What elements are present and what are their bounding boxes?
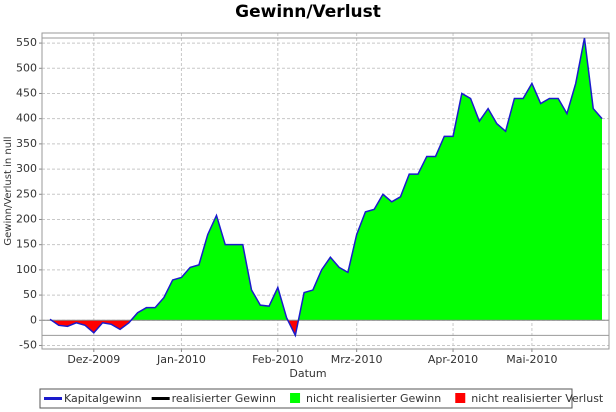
legend-label: nicht realisierter Gewinn (306, 392, 441, 405)
y-tick-label: 500 (16, 61, 37, 74)
y-tick-label: 0 (30, 313, 37, 326)
y-tick-label: 400 (16, 112, 37, 125)
y-tick-label: 300 (16, 162, 37, 175)
plot: -50 0 50 100 150 200 250 300 350 400 450 500 550 Dez-… (16, 33, 609, 366)
y-axis-label: Gewinn/Verlust in null (3, 136, 14, 245)
legend-swatch (44, 397, 62, 400)
x-tick-label: Feb-2010 (252, 353, 303, 366)
legend-swatch (290, 393, 301, 403)
x-tick-label: Jan-2010 (156, 353, 206, 366)
legend-swatch (151, 397, 170, 400)
y-tick-label: 200 (16, 212, 37, 225)
area-positive (50, 38, 602, 321)
y-tick-label: 250 (16, 187, 37, 200)
y-tick-label: -50 (19, 338, 37, 351)
line (49, 37, 603, 338)
legend-box (39, 388, 573, 409)
x-tick-label: Apr-2010 (428, 353, 478, 366)
y-tick-label: 450 (16, 86, 37, 99)
legend-label: nicht realisierter Verlust (471, 392, 604, 405)
legend-label: realisierter Gewinn (172, 392, 276, 405)
x-tick-label: Dez-2009 (67, 353, 120, 366)
chart-title: Gewinn/Verlust (235, 2, 381, 22)
y-tick-label: 50 (23, 288, 37, 301)
y-tick-label: 150 (16, 238, 37, 251)
y-tick-label: 350 (16, 137, 37, 150)
legend-label: Kapitalgewinn (64, 392, 142, 405)
x-tick-label: Mrz-2010 (331, 353, 383, 366)
area-negative (50, 320, 602, 336)
y-tick-label: 550 (16, 36, 37, 49)
legend-swatch (455, 393, 466, 403)
y-tick-label: 100 (16, 263, 37, 276)
plot-border (41, 32, 610, 350)
x-tick-label: Mai-2010 (506, 353, 557, 366)
x-axis-label: Datum (289, 367, 326, 380)
